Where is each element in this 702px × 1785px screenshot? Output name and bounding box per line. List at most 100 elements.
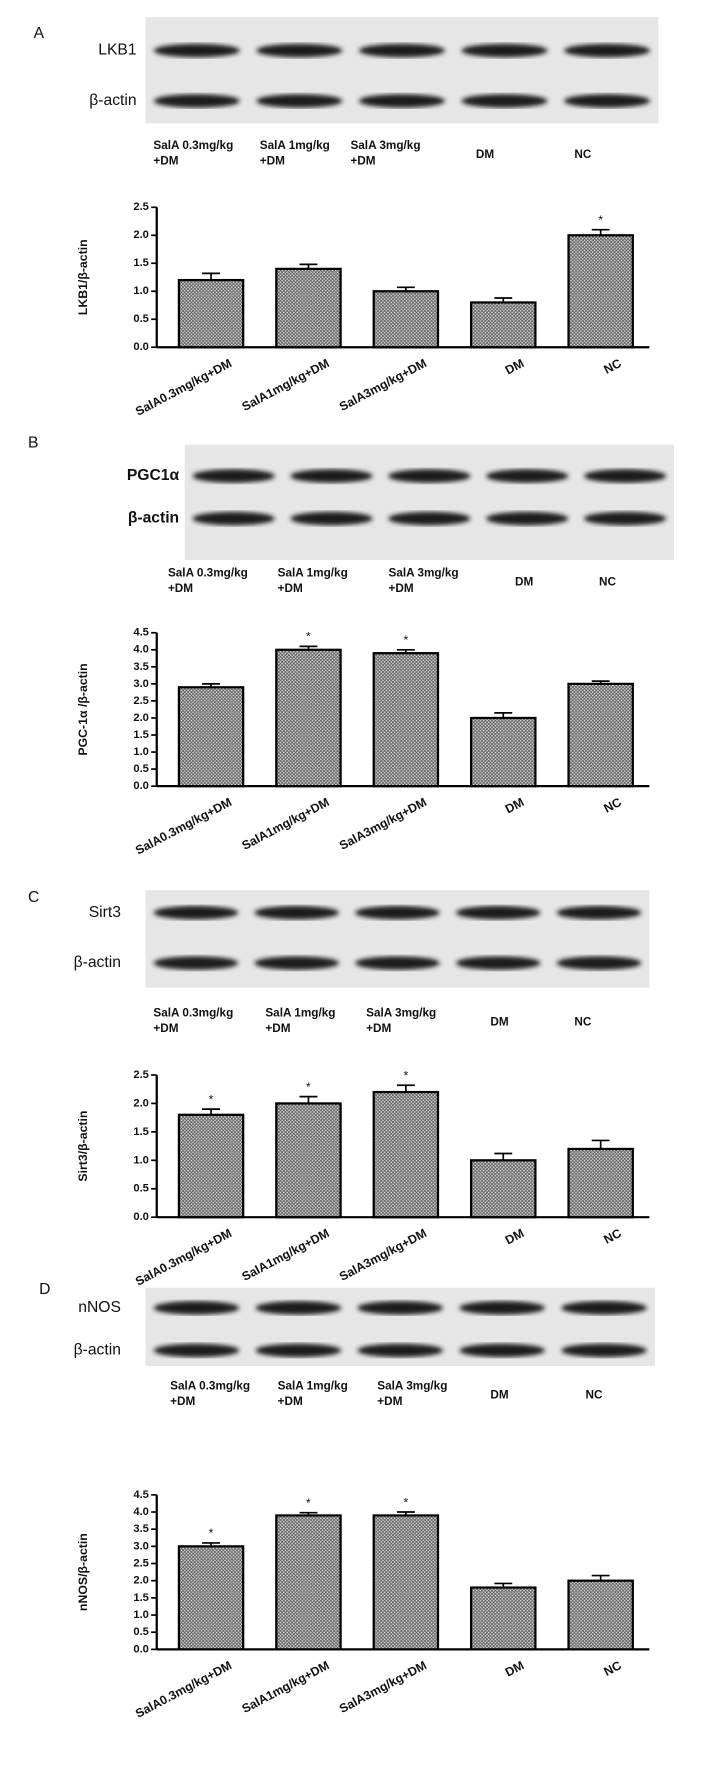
y-tick-label: 4.0 [133, 644, 149, 656]
blot-band [192, 511, 275, 526]
blot-band [388, 511, 471, 526]
blot-band [461, 94, 548, 108]
x-tick-label: NC [602, 1226, 624, 1247]
blot-band [153, 43, 240, 58]
significance-marker: * [306, 1080, 311, 1094]
y-tick-label: 3.0 [133, 1540, 149, 1552]
error-bar [396, 286, 415, 292]
blot-row-label: nNOS [78, 1299, 121, 1316]
lane-label: +DM [153, 154, 178, 167]
blot-band [563, 43, 651, 58]
x-tick-label: DM [503, 356, 526, 377]
error-bar [202, 1108, 221, 1115]
lane-label: DM [515, 575, 533, 588]
panel-letter: D [39, 1281, 50, 1298]
lane-label: +DM [265, 1022, 290, 1035]
blot-band [254, 956, 340, 970]
y-tick-label: 4.5 [133, 1489, 149, 1501]
bar [470, 301, 537, 349]
y-tick-label: 2.5 [133, 1557, 149, 1569]
error-bar [396, 1511, 415, 1516]
y-tick-label: 1.0 [133, 746, 149, 758]
lane-label: DM [490, 1388, 508, 1401]
significance-marker: * [209, 1092, 214, 1106]
error-bar [591, 228, 610, 236]
blot-band [583, 511, 667, 526]
blot-background [184, 444, 675, 560]
error-bar [396, 648, 415, 654]
error-bar [202, 1542, 221, 1547]
y-axis-label: LKB1/β-actin [76, 239, 90, 315]
blot-row-label: PGC1α [127, 467, 180, 484]
blot-row-label: β-actin [128, 510, 179, 527]
blot-row-label: β-actin [74, 954, 121, 971]
bar [275, 648, 342, 788]
y-tick-label: 0.5 [133, 763, 149, 775]
y-tick-label: 0.5 [133, 313, 149, 325]
blot-band [355, 905, 440, 920]
blot-band [153, 905, 239, 920]
lane-label: SalA 0.3mg/kg [170, 1379, 250, 1392]
x-tick-label: DM [503, 795, 526, 816]
bar [567, 1147, 634, 1219]
panel-letter: B [28, 435, 38, 452]
y-tick-label: 0.5 [133, 1183, 149, 1195]
blot-band [357, 1301, 444, 1315]
blot-band [563, 94, 651, 108]
x-tick-label: NC [602, 1658, 624, 1679]
bar [567, 682, 634, 788]
y-tick-label: 0.0 [133, 341, 149, 353]
lane-label: SalA 3mg/kg [366, 1007, 436, 1020]
bar [567, 1579, 634, 1651]
blot-band [358, 94, 446, 108]
lane-label: SalA 0.3mg/kg [153, 139, 233, 152]
y-tick-label: 1.5 [133, 1592, 149, 1604]
blot-band [486, 511, 569, 526]
bar [372, 652, 440, 788]
blot-band [388, 469, 471, 483]
significance-marker: * [306, 1496, 311, 1510]
blot-row-label: β-actin [89, 92, 136, 109]
y-tick-label: 1.0 [133, 1609, 149, 1621]
y-axis-label: PGC-1α /β-actin [76, 663, 90, 755]
significance-marker: * [306, 630, 311, 644]
error-bar [591, 680, 610, 684]
x-tick-label: SalA1mg/kg+DM [240, 356, 332, 414]
error-bar [202, 272, 221, 281]
blot-band [290, 511, 373, 526]
lane-label: +DM [170, 1395, 195, 1408]
y-tick-label: 2.0 [133, 229, 149, 241]
x-tick-label: SalA1mg/kg+DM [240, 1658, 332, 1716]
x-tick-label: SalA3mg/kg+DM [337, 795, 429, 853]
blot-band [556, 905, 642, 920]
blot-band [153, 956, 239, 970]
lane-label: +DM [278, 582, 303, 595]
y-tick-label: 1.0 [133, 1154, 149, 1166]
lane-label: NC [599, 575, 616, 588]
blot-band [255, 1343, 342, 1358]
blot-band [556, 956, 642, 970]
blot-band [153, 1343, 240, 1358]
blot-band [561, 1301, 647, 1315]
lane-label: +DM [366, 1022, 391, 1035]
blot-band [357, 1343, 444, 1358]
y-tick-label: 4.5 [133, 627, 149, 639]
blot-band [459, 1301, 545, 1315]
blot-band [153, 1301, 240, 1315]
x-tick-label: SalA0.3mg/kg+DM [133, 1658, 234, 1721]
error-bar [494, 712, 513, 718]
blot-band [486, 469, 569, 483]
blot-band [583, 469, 667, 483]
lane-label: SalA 1mg/kg [278, 1379, 348, 1392]
panel-letter: C [28, 889, 39, 906]
bar [177, 278, 245, 349]
bar [567, 234, 634, 349]
significance-marker: * [209, 1526, 214, 1540]
blot-band [192, 469, 275, 483]
y-tick-label: 2.0 [133, 1097, 149, 1109]
bar [372, 1090, 440, 1219]
error-bar [299, 263, 318, 269]
lane-label: DM [476, 148, 494, 161]
